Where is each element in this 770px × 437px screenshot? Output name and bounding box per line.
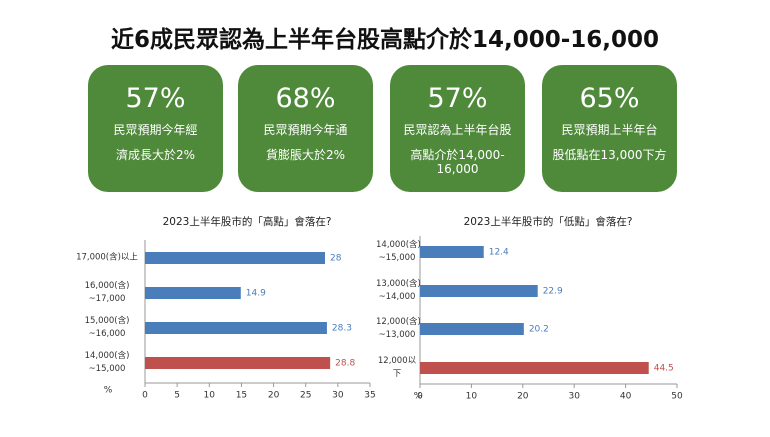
card-text: 民眾預期今年通 [263,123,348,137]
x-tick-label: 20 [268,391,280,401]
x-tick-label: 30 [332,391,344,401]
y-tick-label: 14,000(含) ~15,000 [84,351,130,374]
card-value: 57% [427,83,488,114]
data-label: 28.3 [332,324,352,334]
card-value: 57% [125,83,186,114]
bar [420,246,484,258]
bar [145,252,325,264]
x-tick-label: 10 [466,392,478,402]
x-tick-label: 35 [364,391,375,401]
y-tick-label: 16,000(含) ~17,000 [84,281,130,304]
data-label: 28.8 [335,359,355,369]
data-label: 28 [330,254,342,264]
axis-label: % [104,386,113,396]
y-tick-label: 17,000(含)以上 [76,252,138,263]
card-text: 民眾預期上半年台 [561,123,658,137]
card-text: 民眾預期今年經 [113,123,198,137]
y-tick-label: 14,000(含) ~15,000 [376,240,421,263]
x-tick-label: 15 [236,391,247,401]
card-text: 股低點在13,000下方 [552,148,667,162]
stat-card: 57% 民眾認為上半年台股 高點介於14,000-16,000 [390,65,525,192]
x-tick-label: 20 [517,392,529,402]
chart-title: 2023上半年股市的「高點」會落在? [163,215,332,228]
card-text: 民眾認為上半年台股 [403,123,512,137]
card-value: 68% [275,83,336,114]
y-tick-label: 15,000(含) ~16,000 [84,316,130,339]
bar [145,287,241,299]
stat-card: 68% 民眾預期今年通 貨膨脹大於2% [238,65,373,192]
data-label: 12.4 [489,248,509,258]
x-tick-label: 5 [174,391,180,401]
bar [145,357,331,369]
data-label: 22.9 [543,287,563,297]
data-label: 20.2 [529,325,549,335]
x-tick-label: 0 [417,392,423,402]
y-tick-label: 12,000以下 [377,356,417,379]
bar [420,285,538,297]
bar [420,362,649,374]
card-text: 貨膨脹大於2% [265,148,346,162]
x-tick-label: 30 [568,392,580,402]
page-title: 近6成民眾認為上半年台股高點介於14,000-16,000 [110,27,660,53]
chart-title: 2023上半年股市的「低點」會落在? [464,215,633,228]
data-label: 44.5 [654,364,674,374]
card-text: 濟成長大於2% [115,148,196,162]
x-tick-label: 40 [620,392,632,402]
stat-card: 65% 民眾預期上半年台 股低點在13,000下方 [542,65,677,192]
card-text: 高點介於14,000-16,000 [410,148,505,176]
axis-label: % [414,392,423,402]
data-label: 14.9 [246,289,266,299]
stat-card: 57% 民眾預期今年經 濟成長大於2% [88,65,223,192]
y-tick-label: 13,000(含) ~14,000 [376,279,421,302]
bar [145,322,327,334]
x-tick-label: 10 [204,391,216,401]
bar [420,323,524,335]
card-value: 65% [579,83,640,114]
x-tick-label: 0 [142,391,148,401]
y-tick-label: 12,000(含) ~13,000 [376,317,421,340]
x-tick-label: 25 [300,391,311,401]
x-tick-label: 50 [671,392,683,402]
